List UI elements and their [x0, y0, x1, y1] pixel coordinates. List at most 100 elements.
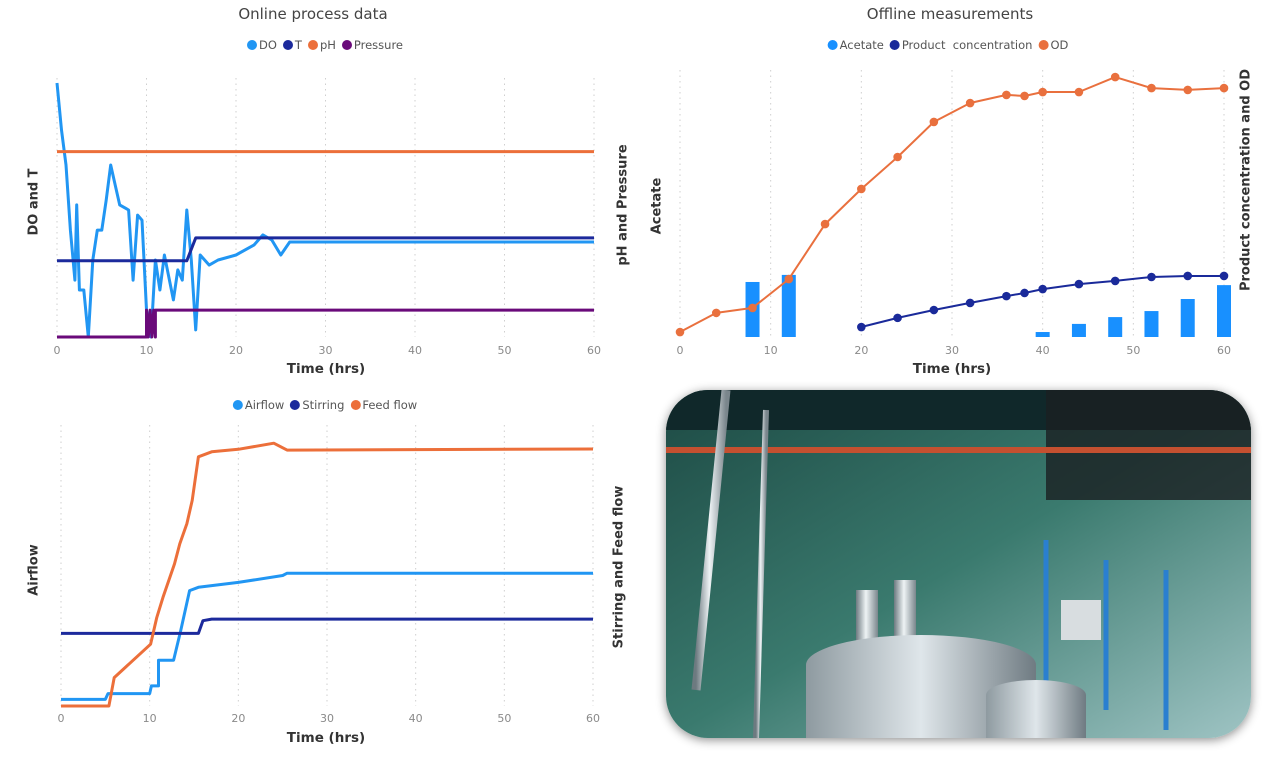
point-od [1074, 87, 1084, 97]
point-product-concentration [1002, 291, 1011, 301]
point-od [1020, 91, 1029, 101]
bar-acetate [1035, 332, 1050, 337]
point-product-concentration [929, 305, 939, 315]
legend-item-product-concentration[interactable]: Product concentration [889, 38, 1033, 52]
series-line-t [57, 236, 594, 263]
point-od [1147, 83, 1156, 93]
x-tick-label: 40 [1036, 344, 1050, 357]
legend-flow: Airflow Stirring Feed flow [232, 398, 417, 412]
legend-dot-icon [889, 40, 900, 50]
x-axis-label: Time (hrs) [912, 361, 992, 377]
point-od [748, 303, 757, 313]
bar-acetate [1144, 311, 1159, 337]
bar-acetate [1071, 323, 1086, 337]
legend-item-ph[interactable]: pH [307, 38, 336, 52]
legend-dot-icon [307, 40, 318, 50]
x-axis-label: Time (hrs) [286, 361, 366, 377]
x-tick-label: 40 [409, 712, 423, 725]
x-tick-label: 50 [1126, 344, 1140, 357]
legend-label: Acetate [839, 38, 884, 52]
legend-dot-icon [282, 40, 293, 50]
legend-item-od[interactable]: OD [1038, 38, 1068, 52]
legend-dot-icon [827, 40, 838, 50]
point-od [857, 184, 866, 194]
x-tick-label: 30 [945, 344, 959, 357]
legend-dot-icon [246, 40, 257, 50]
legend-item-t[interactable]: T [282, 38, 302, 52]
x-tick-label: 20 [231, 712, 245, 725]
legend-item-stirring[interactable]: Stirring [290, 398, 344, 412]
bar-acetate [1217, 285, 1231, 337]
point-od [711, 308, 721, 318]
legend-offline: Acetate Product concentration OD [827, 38, 1068, 52]
legend-item-airflow[interactable]: Airflow [232, 398, 285, 412]
bar-acetate [1108, 317, 1123, 337]
series-line-product-concentration [861, 275, 1224, 328]
point-od [1183, 85, 1193, 95]
legend-label: OD [1050, 38, 1069, 52]
legend-item-acetate[interactable]: Acetate [827, 38, 884, 52]
series-line-stirring [61, 617, 593, 635]
series-line-pressure [57, 308, 594, 339]
x-tick-label: 20 [229, 344, 243, 357]
chart-title-offline: Offline measurements [866, 5, 1034, 23]
x-tick-label: 0 [58, 712, 65, 725]
point-od [784, 274, 794, 284]
x-tick-label: 0 [677, 344, 684, 357]
legend-online: DO T pH Pressure [246, 38, 404, 52]
legend-label: Product concentration [901, 38, 1033, 52]
bioreactor-plant-photo [666, 390, 1251, 738]
legend-item-do[interactable]: DO [246, 38, 277, 52]
bar-acetate [1180, 299, 1195, 337]
x-tick-label: 60 [1217, 344, 1231, 357]
point-product-concentration [1183, 271, 1193, 281]
point-od [965, 98, 975, 108]
point-product-concentration [1110, 276, 1120, 286]
x-tick-label: 50 [498, 344, 512, 357]
point-product-concentration [1074, 279, 1084, 289]
legend-label: Feed flow [362, 398, 418, 412]
legend-label: pH [319, 38, 336, 52]
x-tick-label: 10 [143, 712, 157, 725]
x-tick-label: 50 [497, 712, 511, 725]
legend-label: T [294, 38, 302, 52]
point-od [1038, 87, 1047, 97]
legend-dot-icon [341, 40, 352, 50]
x-tick-label: 20 [854, 344, 868, 357]
point-od [1002, 90, 1011, 100]
point-od [820, 219, 830, 229]
legend-dot-icon [1038, 40, 1049, 50]
legend-label: Stirring [302, 398, 345, 412]
point-product-concentration [1038, 284, 1047, 294]
legend-dot-icon [232, 400, 243, 410]
legend-label: DO [258, 38, 277, 52]
x-tick-label: 30 [319, 344, 333, 357]
point-od [1110, 72, 1120, 82]
legend-dot-icon [290, 400, 301, 410]
point-od [1219, 83, 1229, 93]
point-od [893, 152, 902, 162]
x-tick-label: 40 [408, 344, 422, 357]
series-line-airflow [61, 571, 593, 701]
series-line-feed-flow [61, 441, 594, 708]
x-tick-label: 10 [140, 344, 154, 357]
point-product-concentration [965, 298, 975, 308]
legend-label: Airflow [244, 398, 285, 412]
legend-item-feed-flow[interactable]: Feed flow [350, 398, 417, 412]
point-od [929, 117, 939, 127]
point-product-concentration [857, 322, 866, 332]
point-product-concentration [893, 313, 902, 323]
chart-title-online: Online process data [238, 5, 388, 23]
x-tick-label: 30 [320, 712, 334, 725]
point-product-concentration [1219, 271, 1229, 281]
point-product-concentration [1147, 272, 1156, 282]
x-axis-label: Time (hrs) [286, 730, 366, 746]
x-tick-label: 0 [54, 344, 61, 357]
point-product-concentration [1020, 288, 1029, 298]
x-tick-label: 10 [764, 344, 778, 357]
x-tick-label: 60 [586, 712, 600, 725]
legend-item-pressure[interactable]: Pressure [341, 38, 404, 52]
legend-label: Pressure [353, 38, 404, 52]
bar-acetate [781, 274, 796, 337]
